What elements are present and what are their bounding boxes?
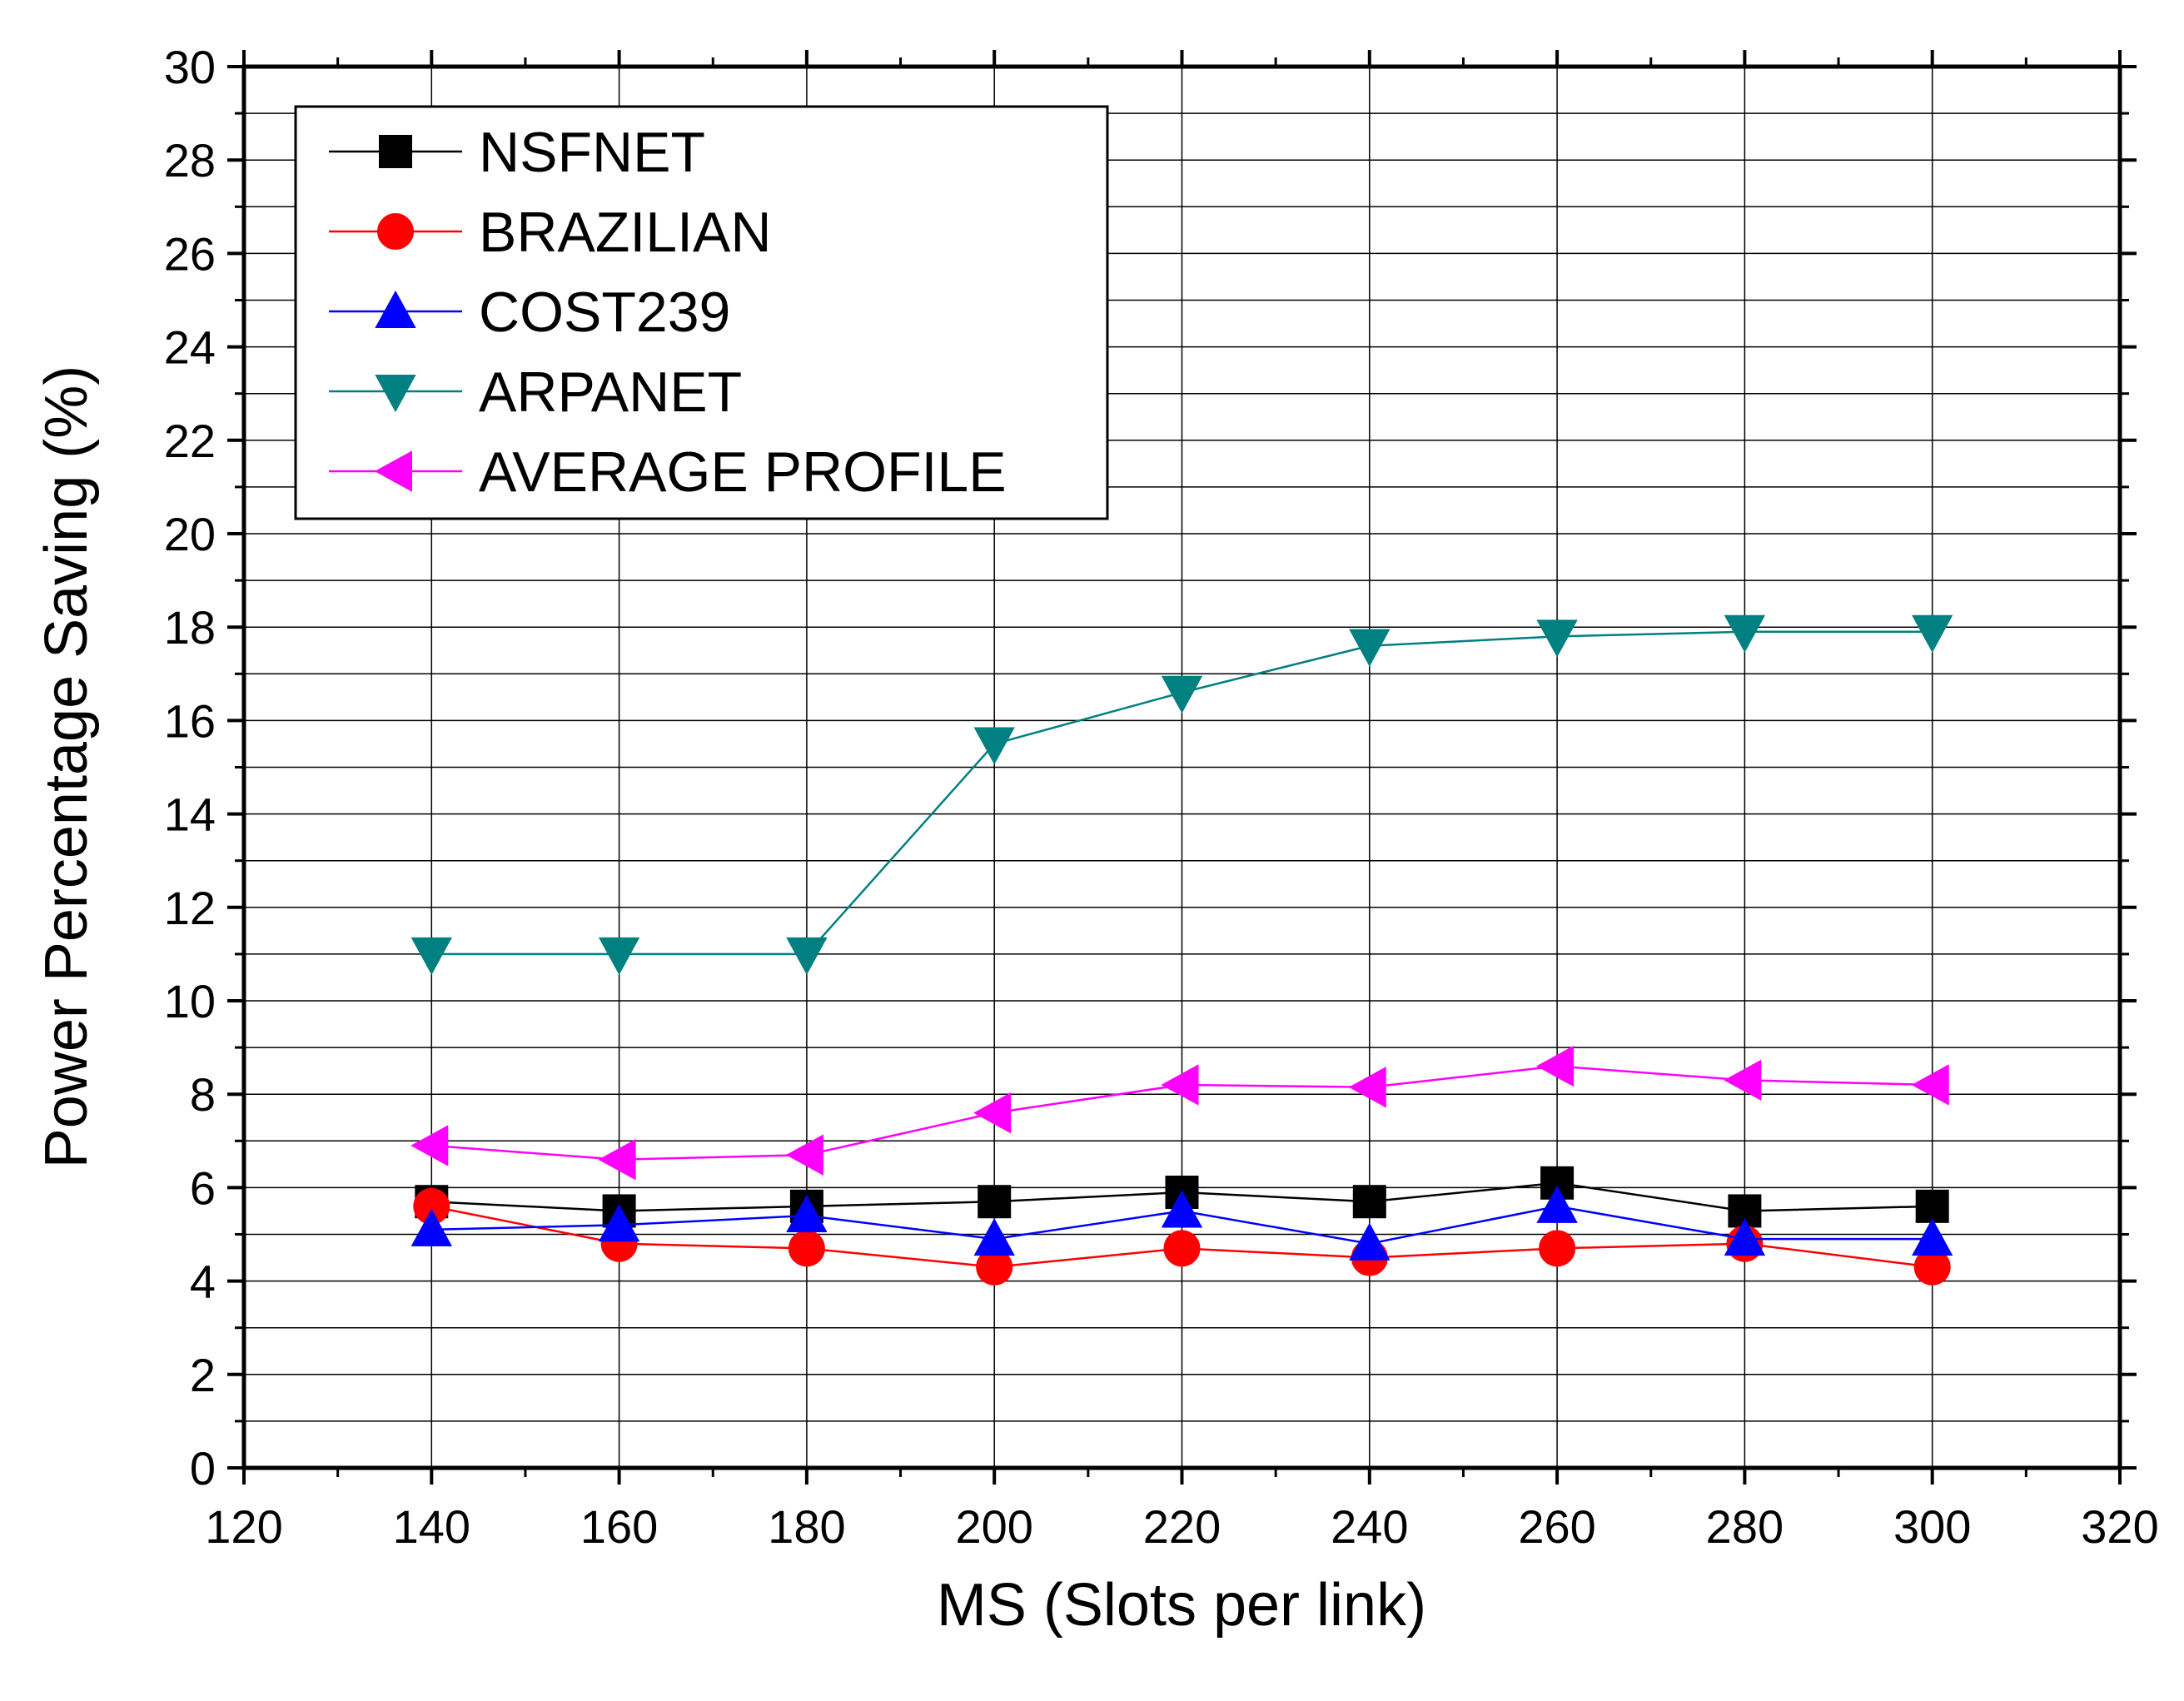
data-point-cost239 [1912, 1218, 1953, 1256]
data-point-nsfnet [1352, 1185, 1386, 1219]
x-tick-label: 280 [1706, 1500, 1784, 1553]
series-average-profile [410, 1045, 1949, 1181]
y-tick-label: 26 [164, 227, 216, 280]
series-cost239 [410, 1185, 1953, 1261]
x-tick-label: 300 [1893, 1500, 1971, 1553]
legend-marker-brazilian [377, 213, 414, 250]
data-point-cost239 [1536, 1185, 1578, 1223]
legend-item-nsfnet: NSFNET [329, 121, 705, 184]
x-tick-label: 180 [768, 1500, 845, 1553]
x-tick-label: 320 [2081, 1500, 2158, 1553]
data-point-arpanet [1724, 614, 1766, 653]
y-tick-label: 22 [164, 415, 216, 467]
x-tick-label: 220 [1143, 1500, 1221, 1553]
data-point-cost239 [1724, 1218, 1766, 1256]
data-point-arpanet [973, 727, 1015, 765]
data-point-cost239 [973, 1218, 1015, 1256]
legend-label-nsfnet: NSFNET [479, 121, 705, 184]
data-point-cost239 [1349, 1222, 1390, 1261]
legend-marker-average-profile [374, 450, 412, 492]
y-tick-label: 28 [164, 134, 216, 187]
legend: NSFNET BRAZILIAN COST239 ARPANET AVERAGE PRO… [294, 105, 1109, 520]
legend-label-cost239: COST239 [479, 281, 730, 344]
y-tick-label: 30 [164, 41, 216, 93]
data-point-arpanet [1161, 675, 1203, 714]
legend-label-arpanet: ARPANET [479, 361, 742, 424]
y-tick-label: 16 [164, 694, 216, 747]
x-tick-label: 260 [1518, 1500, 1595, 1553]
data-point-cost239 [598, 1204, 640, 1242]
data-point-average-profile [598, 1139, 636, 1181]
data-point-average-profile [1911, 1064, 1949, 1106]
data-point-brazilian [1539, 1230, 1576, 1267]
data-point-cost239 [1161, 1190, 1203, 1228]
data-point-arpanet [410, 937, 452, 975]
y-tick-label: 0 [190, 1442, 216, 1495]
legend-label-average-profile: AVERAGE PROFILE [479, 440, 1007, 504]
data-point-brazilian [788, 1230, 825, 1267]
y-tick-label: 18 [164, 601, 216, 654]
y-tick-label: 10 [164, 975, 216, 1027]
data-point-cost239 [410, 1208, 452, 1246]
data-point-average-profile [410, 1125, 449, 1166]
legend-item-cost239: COST239 [329, 281, 730, 344]
x-tick-label: 160 [580, 1500, 658, 1553]
data-point-average-profile [1348, 1067, 1386, 1108]
data-point-average-profile [785, 1134, 823, 1176]
data-point-nsfnet [978, 1185, 1012, 1219]
legend-box [294, 105, 1109, 520]
x-tick-label: 140 [393, 1500, 470, 1553]
data-point-arpanet [1536, 619, 1578, 658]
x-tick-label: 120 [205, 1500, 282, 1553]
legend-label-brazilian: BRAZILIAN [479, 201, 771, 264]
legend-item-brazilian: BRAZILIAN [329, 201, 771, 264]
legend-item-average-profile: AVERAGE PROFILE [329, 440, 1007, 504]
data-point-arpanet [598, 937, 640, 975]
data-point-average-profile [973, 1092, 1012, 1134]
y-axis-title: Power Percentage Saving (%) [33, 366, 100, 1168]
y-tick-label: 8 [190, 1068, 216, 1121]
data-point-average-profile [1536, 1045, 1575, 1087]
y-tick-label: 20 [164, 508, 216, 560]
x-axis-title: MS (Slots per link) [937, 1572, 1426, 1639]
y-tick-label: 4 [190, 1256, 216, 1308]
data-point-arpanet [786, 937, 828, 975]
axes: 120 140 160 180 200 220 240 260 280 300 3200246810… [164, 41, 2159, 1553]
legend-marker-arpanet [375, 375, 416, 413]
y-tick-label: 6 [190, 1161, 216, 1214]
legend-marker-cost239 [375, 290, 416, 328]
data-point-arpanet [1912, 614, 1953, 653]
data-point-cost239 [786, 1194, 828, 1233]
y-tick-label: 2 [190, 1349, 216, 1401]
y-tick-label: 12 [164, 882, 216, 934]
data-point-average-profile [1724, 1059, 1762, 1102]
legend-item-arpanet: ARPANET [329, 361, 742, 424]
data-point-average-profile [1161, 1064, 1199, 1106]
data-point-brazilian [1163, 1230, 1201, 1267]
x-tick-label: 240 [1331, 1500, 1408, 1553]
series-arpanet [410, 614, 1953, 975]
series-lines [410, 614, 1953, 1286]
legend-marker-nsfnet [379, 135, 412, 168]
data-point-nsfnet [1915, 1189, 1949, 1223]
y-tick-label: 24 [164, 321, 216, 374]
data-point-arpanet [1349, 629, 1390, 667]
y-tick-label: 14 [164, 788, 216, 841]
x-tick-label: 200 [955, 1500, 1032, 1553]
